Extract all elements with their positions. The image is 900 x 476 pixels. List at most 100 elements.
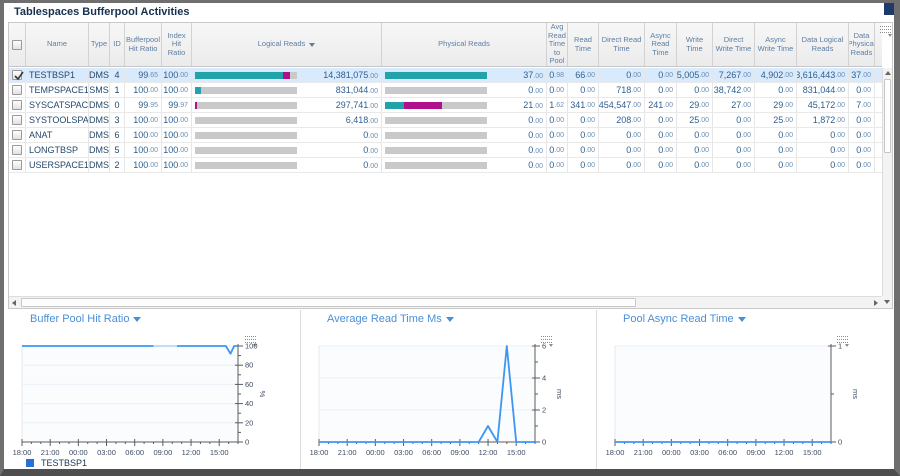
- x-tick-label: 15:00: [803, 448, 822, 457]
- x-tick-label: 15:00: [210, 448, 229, 457]
- column-header-label: Bufferpool Hit Ratio: [125, 35, 161, 53]
- scroll-down-button[interactable]: [881, 296, 892, 308]
- table-row-testbsp1[interactable]: TESTBSP1 DMS 4 99.65 100.00 14,381,075.00 37.0…: [9, 68, 882, 83]
- decimal-part: .00: [699, 86, 709, 94]
- column-header-logical_reads[interactable]: Logical Reads: [192, 23, 382, 66]
- cell-direct-write-time: 0.00: [713, 158, 755, 172]
- x-tick-label: 03:00: [394, 448, 413, 457]
- table-options-icon[interactable]: [880, 26, 892, 37]
- cell-async-write-time: 25.00: [755, 113, 797, 127]
- y-tick-label: 1: [838, 342, 842, 351]
- checkmark-icon: [14, 71, 24, 81]
- cell-physical-reads: 0.00: [382, 113, 547, 127]
- cell-logical-reads: 0.00: [192, 158, 382, 172]
- row-checkbox-longtbsp[interactable]: [12, 145, 22, 155]
- chart-panel-average-read-time: Average Read Time Ms 18:00 21:00 00:00 03:00…: [300, 310, 596, 469]
- physical-reads-bar: [385, 116, 487, 124]
- vertical-scroll-thumb[interactable]: [884, 79, 891, 153]
- decimal-part: .00: [368, 133, 378, 140]
- cell-direct-read-time: 0.00: [599, 128, 645, 142]
- chart-title-dropdown[interactable]: Average Read Time Ms: [327, 313, 454, 325]
- cell-index-hit-ratio: 100.00: [162, 68, 192, 82]
- cell-direct-write-time: 0.00: [713, 113, 755, 127]
- cell-id: 4: [110, 68, 125, 82]
- cell-physical-reads: 0.00: [382, 83, 547, 97]
- decimal-part: .00: [585, 116, 595, 124]
- table-row-userspace1[interactable]: USERSPACE1 DMS 2 100.00 100.00 0.00 0.00 0.00 0.…: [9, 158, 882, 173]
- x-tick-label: 09:00: [746, 448, 765, 457]
- column-header-label: Avg Read Time to Pool: [548, 23, 566, 66]
- scroll-up-button[interactable]: [883, 68, 892, 78]
- cell-name: USERSPACE1: [26, 158, 89, 172]
- cell-id: 3: [110, 113, 125, 127]
- table-row-longtbsp[interactable]: LONGTBSP DMS 5 100.00 100.00 0.00 0.00 0.00 0.00…: [9, 143, 882, 158]
- chart-title-dropdown[interactable]: Pool Async Read Time: [623, 313, 746, 325]
- scroll-left-button[interactable]: [9, 297, 19, 308]
- column-header-async_write_time[interactable]: Async Write Time: [755, 23, 797, 66]
- column-header-type[interactable]: Type: [89, 23, 110, 66]
- horizontal-scroll-thumb[interactable]: [21, 298, 636, 307]
- x-tick-label: 00:00: [662, 448, 681, 457]
- bar-segment-teal: [385, 101, 405, 109]
- physical-reads-bar: [385, 146, 487, 154]
- cell-avg-read-time-to-pool: 0.00: [547, 83, 568, 97]
- vertical-scrollbar[interactable]: [882, 68, 892, 296]
- chevron-down-icon: [737, 316, 746, 322]
- cell-read-time: 0.00: [568, 128, 599, 142]
- chart-title-dropdown[interactable]: Buffer Pool Hit Ratio: [30, 313, 142, 325]
- decimal-part: .00: [178, 146, 188, 154]
- decimal-part: .00: [835, 131, 845, 139]
- row-checkbox-tempspace1[interactable]: [12, 85, 22, 95]
- cell-id: 5: [110, 143, 125, 157]
- decimal-part: .00: [861, 131, 871, 139]
- table-row-tempspace1[interactable]: TEMPSPACE1 SMS 1 100.00 100.00 831,044.00 0.00…: [9, 83, 882, 98]
- column-header-async_read_time[interactable]: Async Read Time: [645, 23, 677, 66]
- column-header-index_hit_ratio[interactable]: Index Hit Ratio: [162, 23, 192, 66]
- logical-reads-value: 0.00: [363, 160, 378, 170]
- row-checkbox-userspace1[interactable]: [12, 160, 22, 170]
- chart-options-icon[interactable]: [245, 336, 257, 347]
- table-row-anat[interactable]: ANAT DMS 6 100.00 100.00 0.00 0.00 0.00 0.00 0.00…: [9, 128, 882, 143]
- column-header-data_physical_reads[interactable]: Data Physical Reads: [849, 23, 875, 66]
- column-header-read_time[interactable]: Read Time: [568, 23, 599, 66]
- column-header-bp_hit_ratio[interactable]: Bufferpool Hit Ratio: [125, 23, 162, 66]
- page-title: Tablespaces Bufferpool Activities: [14, 6, 190, 18]
- table-row-systoolspace[interactable]: SYSTOOLSPACEDMS3100.00100.006,418.000.00…: [9, 113, 882, 128]
- scroll-right-button[interactable]: [871, 297, 881, 308]
- cell-bufferpool-hit-ratio: 99.95: [125, 98, 162, 112]
- column-header-direct_read_time[interactable]: Direct Read Time: [599, 23, 645, 66]
- cell-read-time: 0.00: [568, 158, 599, 172]
- row-checkbox-anat[interactable]: [12, 130, 22, 140]
- column-header-data_logical_reads[interactable]: Data Logical Reads: [797, 23, 849, 66]
- decimal-part: .00: [554, 131, 564, 139]
- cell-index-hit-ratio: 100.00: [162, 143, 192, 157]
- series-line-testbsp1: [177, 345, 238, 355]
- window-pin-icon[interactable]: [884, 3, 894, 15]
- column-header-direct_write_time[interactable]: Direct Write Time: [713, 23, 755, 66]
- row-checkbox-syscatspace[interactable]: [12, 100, 22, 110]
- decimal-part: .00: [585, 131, 595, 139]
- column-header-avg_read_time_to_pool[interactable]: Avg Read Time to Pool: [547, 23, 568, 66]
- row-checkbox-testbsp1[interactable]: [12, 70, 24, 81]
- chart-options-icon[interactable]: [837, 336, 849, 347]
- table-row-syscatspace[interactable]: SYSCATSPACE DMS 0 99.95 99.97 297,741.00 21.00…: [9, 98, 882, 113]
- row-checkbox-systoolspace[interactable]: [12, 115, 22, 125]
- column-header-name[interactable]: Name: [26, 23, 89, 66]
- cell-avg-read-time-to-pool: 0.98: [547, 68, 568, 82]
- tablespaces-table: Name Type ID Bufferpool Hit Ratio Index Hit …: [8, 22, 893, 309]
- physical-reads-value: 0.00: [528, 160, 543, 170]
- horizontal-scrollbar[interactable]: [9, 296, 881, 308]
- decimal-part: .00: [178, 86, 188, 94]
- cell-name: LONGTBSP: [26, 143, 89, 157]
- cell-bufferpool-hit-ratio: 100.00: [125, 158, 162, 172]
- chart-options-icon[interactable]: [541, 336, 553, 347]
- cell-async-read-time: 0.00: [645, 158, 677, 172]
- select-all-checkbox[interactable]: [12, 39, 22, 50]
- decimal-part: .00: [178, 131, 188, 139]
- decimal-part: .00: [631, 86, 641, 94]
- column-header-id[interactable]: ID: [110, 23, 125, 66]
- column-header-physical_reads[interactable]: Physical Reads: [382, 23, 547, 66]
- chart-panel-buffer-pool-hit-ratio: Buffer Pool Hit Ratio 18:00 21:00 00:00 03:0…: [4, 310, 300, 469]
- column-header-write_time[interactable]: Write Time: [677, 23, 713, 66]
- decimal-part: .00: [699, 71, 709, 79]
